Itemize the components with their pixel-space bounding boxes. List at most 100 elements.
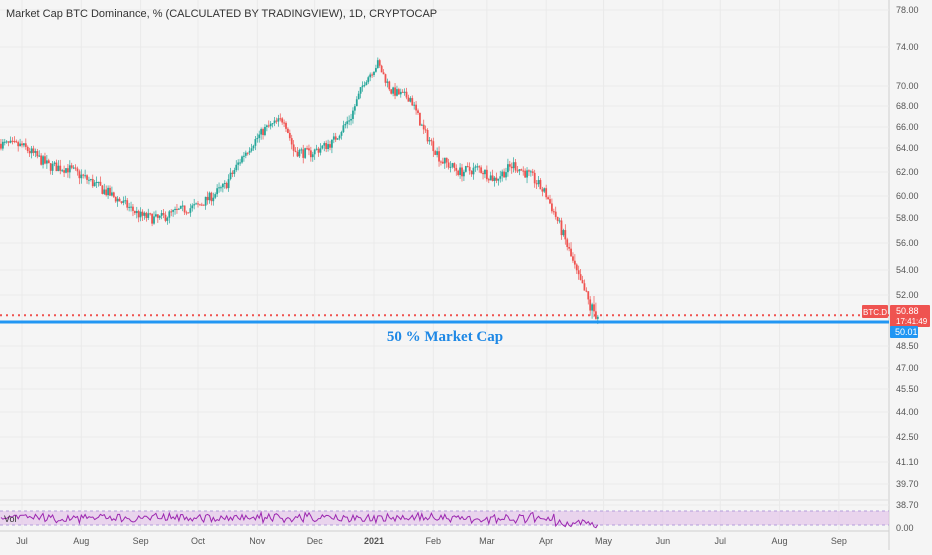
candle-body bbox=[547, 197, 549, 200]
candle-body bbox=[195, 203, 197, 205]
candle-body bbox=[378, 60, 381, 66]
candle-body bbox=[26, 146, 29, 151]
candle-body bbox=[552, 211, 555, 213]
candle-body bbox=[9, 140, 12, 143]
candle-body bbox=[116, 198, 119, 202]
candle-body bbox=[338, 135, 341, 139]
candle-body bbox=[505, 172, 507, 178]
candle-body bbox=[162, 213, 165, 215]
candle-body bbox=[468, 166, 471, 171]
candle-body bbox=[262, 129, 264, 136]
candle-body bbox=[166, 217, 169, 221]
candle-body bbox=[315, 148, 318, 150]
candle-body bbox=[252, 145, 255, 149]
time-axis[interactable]: Jul Aug Sep Oct Nov Dec 2021 Feb Mar Apr May Jun Jul… bbox=[16, 536, 847, 546]
candle-body bbox=[346, 121, 349, 124]
candle-body bbox=[256, 137, 259, 140]
candle-body bbox=[493, 177, 496, 181]
candle-body bbox=[172, 209, 175, 212]
price-tick-label: 58.00 bbox=[896, 213, 919, 223]
candle-body bbox=[541, 189, 544, 192]
candle-body bbox=[558, 220, 561, 222]
price-tick-label: 70.00 bbox=[896, 81, 919, 91]
candle-body bbox=[449, 166, 452, 168]
price-tick-label: 48.50 bbox=[896, 341, 919, 351]
candle-body bbox=[518, 169, 521, 172]
candle-body bbox=[89, 178, 92, 180]
candle-body bbox=[296, 151, 299, 157]
candle-body bbox=[317, 148, 320, 153]
candle-body bbox=[51, 163, 54, 171]
candle-body bbox=[461, 167, 463, 177]
candle-body bbox=[581, 280, 584, 284]
candle-body bbox=[13, 140, 16, 142]
candle-body bbox=[53, 162, 56, 164]
candle-body bbox=[539, 180, 542, 190]
price-tick-label: 74.00 bbox=[896, 42, 919, 52]
candle-body bbox=[583, 283, 586, 291]
candle-body bbox=[168, 211, 171, 218]
candle-body bbox=[156, 214, 159, 218]
candle-body bbox=[111, 192, 113, 196]
candle-body bbox=[453, 163, 456, 168]
candle-body bbox=[551, 203, 553, 212]
candle-body bbox=[353, 106, 356, 111]
candle-body bbox=[244, 152, 247, 156]
candle-body bbox=[566, 239, 569, 248]
price-tick-label: 68.00 bbox=[896, 101, 919, 111]
candle-body bbox=[499, 176, 502, 179]
candle-body bbox=[394, 87, 396, 96]
candle-body bbox=[524, 170, 527, 178]
candle-body bbox=[133, 210, 136, 214]
time-tick-label: May bbox=[595, 536, 613, 546]
candle-body bbox=[447, 162, 450, 168]
candle-body bbox=[298, 149, 301, 157]
candle-body bbox=[250, 148, 253, 151]
candle-body bbox=[441, 161, 444, 164]
candle-body bbox=[135, 210, 138, 214]
candle-body bbox=[223, 182, 226, 184]
price-axis[interactable]: 78.00 74.00 70.00 68.00 66.00 64.00 62.00 60.00… bbox=[896, 5, 919, 533]
price-tag-countdown: 17:41:49 bbox=[896, 317, 928, 326]
candle-body bbox=[193, 204, 196, 206]
candle-body bbox=[155, 214, 157, 217]
candle-body bbox=[535, 183, 538, 185]
candle-body bbox=[480, 167, 483, 173]
candle-body bbox=[554, 211, 557, 217]
price-tick-label: 42.50 bbox=[896, 432, 919, 442]
candle-body bbox=[72, 167, 75, 169]
time-tick-label: Aug bbox=[73, 536, 89, 546]
candle-body bbox=[325, 143, 328, 150]
candle-body bbox=[57, 165, 60, 172]
candle-body bbox=[363, 85, 366, 87]
candle-body bbox=[114, 196, 117, 202]
candle-body bbox=[487, 179, 490, 181]
candle-body bbox=[279, 118, 282, 120]
candle-body bbox=[396, 89, 398, 96]
candle-body bbox=[285, 122, 287, 129]
candle-body bbox=[137, 210, 140, 218]
candle-body bbox=[384, 74, 387, 83]
candle-body bbox=[413, 104, 416, 106]
current-price-tag: BTC.D 50.88 17:41:49 bbox=[862, 305, 930, 327]
candle-body bbox=[401, 91, 404, 93]
candle-body bbox=[344, 123, 347, 126]
candle-body bbox=[126, 200, 129, 208]
candle-body bbox=[537, 180, 540, 185]
candle-body bbox=[45, 160, 48, 164]
candle-body bbox=[300, 149, 303, 151]
candle-body bbox=[361, 85, 364, 88]
candle-body bbox=[23, 143, 25, 146]
price-tick-label: 45.50 bbox=[896, 384, 919, 394]
candle-body bbox=[237, 162, 240, 165]
candle-body bbox=[451, 163, 454, 167]
candle-body bbox=[124, 200, 127, 202]
candle-body bbox=[88, 179, 90, 181]
candle-body bbox=[269, 123, 272, 127]
candle-body bbox=[445, 157, 448, 163]
candle-body bbox=[336, 138, 339, 140]
candle-body bbox=[197, 203, 199, 205]
candle-body bbox=[3, 141, 6, 143]
